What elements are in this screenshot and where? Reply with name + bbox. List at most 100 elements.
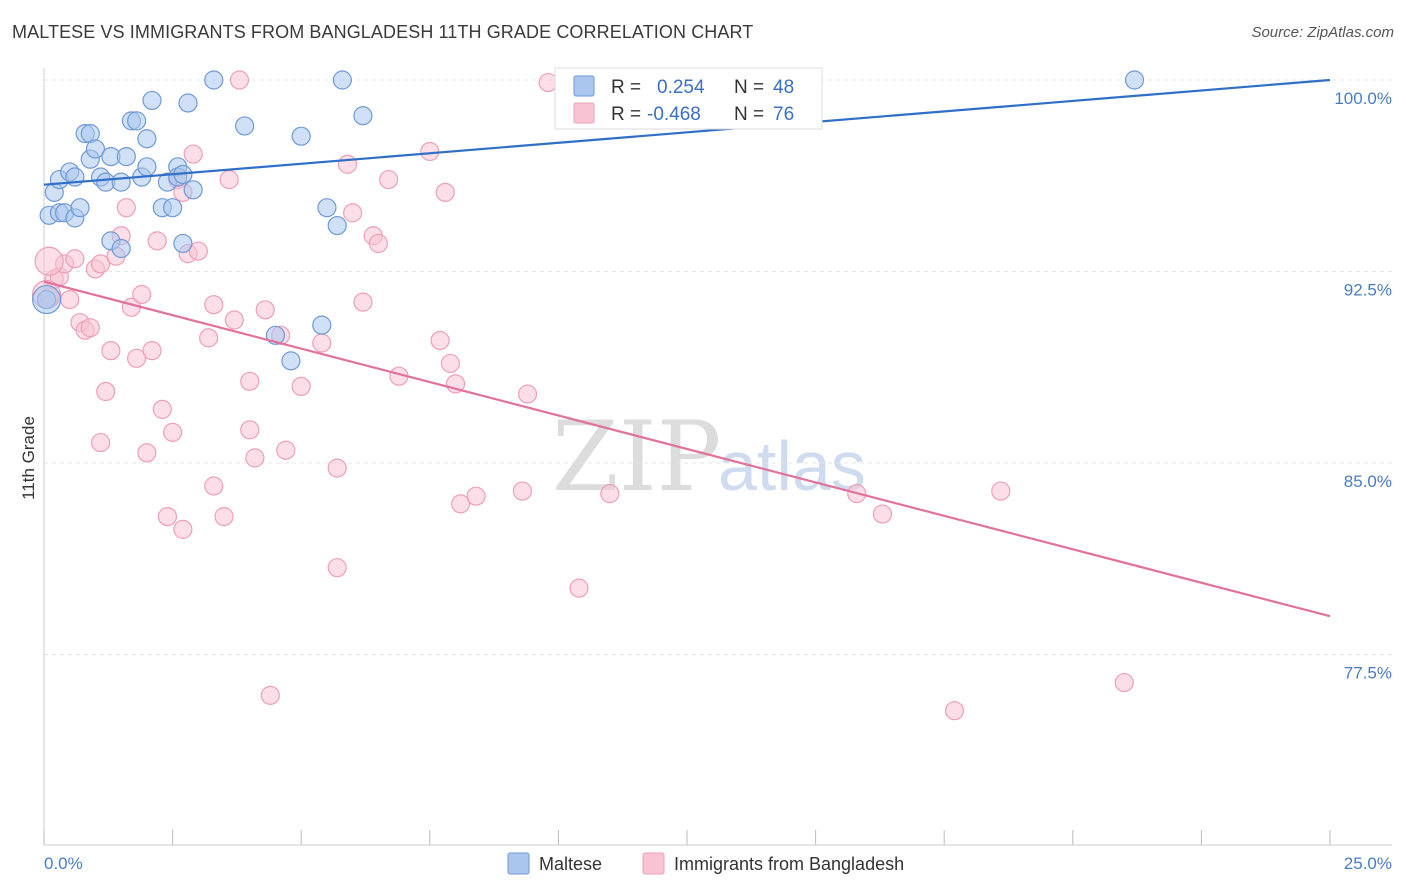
bangladesh-point [204, 476, 224, 496]
maltese-point [173, 233, 193, 254]
bangladesh-point [199, 328, 219, 348]
bangladesh-point [276, 440, 296, 460]
maltese-point [178, 93, 198, 113]
bottom-legend-swatch-maltese [507, 852, 530, 875]
bangladesh-point [440, 353, 460, 374]
bangladesh-point [65, 249, 85, 269]
bangladesh-point [420, 141, 440, 162]
legend-r-label-1: R = [611, 77, 641, 98]
legend-r-value-2: -0.468 [647, 104, 701, 125]
legend-swatch-bangladesh [573, 102, 595, 124]
maltese-point [116, 147, 136, 167]
bangladesh-point [152, 399, 172, 419]
bangladesh-point [204, 295, 224, 315]
bangladesh-point [147, 231, 167, 251]
bangladesh-point [260, 685, 280, 705]
gridlines [44, 79, 1392, 655]
y-tick-label: 92.5% [1344, 281, 1392, 300]
maltese-point [137, 157, 157, 177]
maltese-point [111, 172, 131, 192]
maltese-point [163, 198, 183, 218]
series-maltese-points [31, 70, 1145, 371]
bangladesh-point [368, 233, 388, 254]
legend-swatch-maltese [573, 75, 595, 97]
legend-n-label-2: N = [734, 104, 764, 125]
legend-n-value-2: 76 [773, 104, 794, 125]
bangladesh-point [34, 246, 64, 276]
bangladesh-point [60, 289, 80, 310]
bottom-legend-label-bangladesh: Immigrants from Bangladesh [674, 854, 904, 874]
maltese-point [1124, 70, 1145, 90]
x-tick-label-max: 25.0% [1344, 854, 1392, 873]
legend-n-value-1: 48 [773, 77, 794, 98]
maltese-point [142, 90, 162, 111]
bangladesh-point [337, 154, 358, 174]
bangladesh-point [240, 420, 260, 440]
bangladesh-point [96, 381, 116, 402]
maltese-point [111, 238, 131, 259]
bangladesh-trend-line [43, 280, 1331, 618]
bangladesh-point [80, 318, 100, 338]
bangladesh-point [435, 182, 455, 202]
maltese-point [137, 129, 157, 149]
bangladesh-point [327, 458, 347, 478]
bangladesh-point [600, 484, 620, 504]
bangladesh-point [245, 448, 265, 468]
bangladesh-point [142, 341, 162, 361]
legend-n-label-1: N = [734, 77, 764, 98]
bangladesh-point [517, 384, 538, 404]
maltese-point [183, 180, 203, 200]
maltese-point [31, 284, 62, 315]
maltese-point [327, 215, 347, 236]
maltese-point [291, 126, 311, 146]
bangladesh-point [224, 310, 244, 330]
bangladesh-point [451, 494, 471, 514]
bangladesh-point [229, 70, 250, 90]
y-tick-label: 100.0% [1334, 89, 1392, 108]
bangladesh-point [219, 169, 239, 190]
legend-r-value-1: 0.254 [657, 77, 705, 98]
bangladesh-point [991, 481, 1011, 501]
bangladesh-point [137, 443, 157, 463]
y-axis-label: 11th Grade [19, 416, 38, 500]
maltese-point [281, 351, 301, 371]
maltese-point [70, 198, 90, 218]
maltese-point [353, 106, 373, 126]
maltese-point [235, 116, 255, 136]
bangladesh-point [90, 432, 111, 453]
source-label: Source: ZipAtlas.com [1251, 24, 1394, 41]
bangladesh-point [255, 300, 275, 320]
bangladesh-point [101, 341, 121, 361]
correlation-legend: R = 0.254 N = 48 R = -0.468 N = 76 [554, 67, 823, 130]
series-bangladesh-points [31, 70, 1134, 721]
bangladesh-point [353, 292, 373, 312]
bangladesh-point [126, 348, 147, 368]
series-legend: Maltese Immigrants from Bangladesh [507, 852, 904, 875]
bangladesh-point [183, 144, 203, 164]
axes [43, 68, 1392, 846]
bangladesh-point [327, 558, 347, 578]
x-tick-label-min: 0.0% [44, 854, 83, 873]
bangladesh-point [132, 284, 152, 305]
maltese-point [332, 70, 352, 90]
bangladesh-point [157, 507, 178, 527]
maltese-point [85, 139, 106, 159]
bangladesh-point [116, 198, 136, 218]
bangladesh-point [944, 701, 965, 721]
bangladesh-point [430, 330, 450, 351]
bangladesh-point [163, 422, 183, 442]
chart-title: MALTESE VS IMMIGRANTS FROM BANGLADESH 11… [12, 22, 754, 42]
bangladesh-point [90, 254, 111, 274]
bangladesh-point [538, 72, 558, 93]
maltese-point [317, 198, 337, 218]
bangladesh-point [343, 203, 363, 223]
x-ticks [43, 830, 1331, 845]
bangladesh-point [312, 333, 332, 353]
bangladesh-point [512, 481, 532, 501]
maltese-point [204, 70, 224, 90]
bangladesh-point [173, 519, 193, 539]
legend-box [554, 67, 823, 130]
trend-lines [43, 78, 1331, 618]
bangladesh-point [291, 376, 311, 396]
watermark-atlas: atlas [718, 427, 866, 505]
